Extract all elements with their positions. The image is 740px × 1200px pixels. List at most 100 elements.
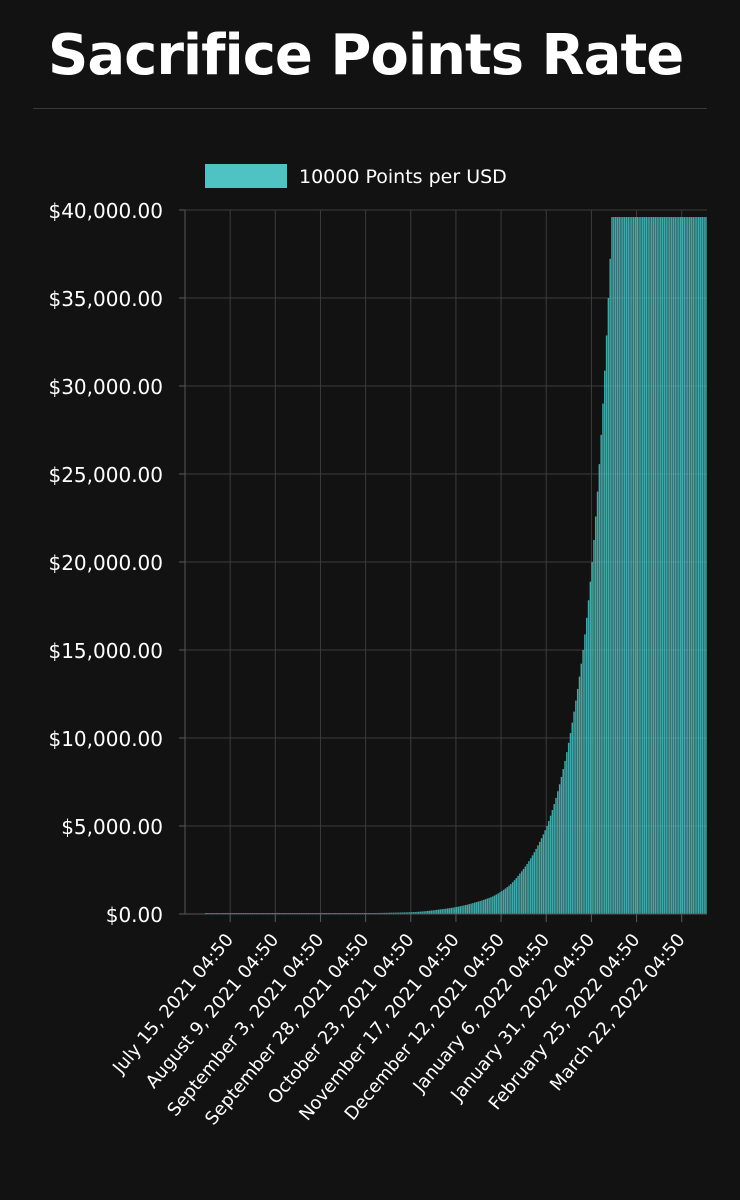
bar xyxy=(410,912,413,914)
bar xyxy=(692,217,695,915)
bar xyxy=(385,912,387,914)
bar xyxy=(484,899,487,914)
bar xyxy=(504,888,507,914)
bar xyxy=(674,217,676,915)
bar xyxy=(600,434,602,914)
bar xyxy=(685,217,687,915)
bar xyxy=(551,810,554,914)
bar xyxy=(667,217,669,915)
bar xyxy=(376,912,378,914)
bar xyxy=(571,722,573,914)
bar xyxy=(638,217,640,915)
bar xyxy=(544,830,546,914)
bar xyxy=(513,880,516,914)
bar xyxy=(387,912,389,914)
bar xyxy=(643,217,646,915)
bar xyxy=(501,891,503,914)
bar xyxy=(403,912,406,914)
bar xyxy=(669,217,671,915)
bar xyxy=(428,910,431,914)
bar xyxy=(394,912,396,914)
bar xyxy=(423,911,425,914)
bar xyxy=(425,911,427,914)
bar xyxy=(508,885,510,914)
bar xyxy=(640,217,642,915)
bar xyxy=(593,539,595,914)
y-tick-label: $30,000.00 xyxy=(48,375,163,399)
bar xyxy=(475,902,478,914)
bar xyxy=(661,217,664,915)
bar xyxy=(705,217,707,915)
bar xyxy=(699,217,702,915)
bar xyxy=(690,217,693,915)
bar xyxy=(461,905,463,914)
bar xyxy=(477,901,480,914)
bar xyxy=(651,217,653,915)
bar xyxy=(609,258,611,914)
bar xyxy=(380,912,382,914)
bar xyxy=(510,884,512,914)
bar xyxy=(566,752,568,914)
bar xyxy=(623,217,626,915)
bar xyxy=(502,889,505,914)
bar xyxy=(450,907,452,914)
bar xyxy=(549,815,552,914)
bar xyxy=(378,912,380,914)
bar xyxy=(654,217,657,915)
bar xyxy=(526,863,528,914)
bar xyxy=(390,912,393,914)
bar xyxy=(567,742,570,914)
y-tick-label: $5,000.00 xyxy=(61,815,163,839)
bar xyxy=(575,700,577,914)
bar xyxy=(499,892,501,914)
bar xyxy=(696,217,698,915)
bar xyxy=(607,298,610,914)
bar xyxy=(616,217,619,915)
page-title: Sacrifice Points Rate xyxy=(48,23,684,88)
bar xyxy=(434,910,436,914)
bar xyxy=(463,905,465,914)
bar xyxy=(488,897,490,914)
bar xyxy=(573,711,575,914)
bar xyxy=(441,909,443,914)
bar xyxy=(587,600,590,914)
bar xyxy=(542,834,545,914)
bar xyxy=(634,217,637,915)
bar xyxy=(383,912,386,914)
bar xyxy=(605,335,608,914)
bar xyxy=(537,845,539,914)
bar xyxy=(539,841,541,914)
bar xyxy=(683,217,685,915)
y-tick-label: $25,000.00 xyxy=(48,463,163,487)
bar-series xyxy=(204,217,707,915)
bar xyxy=(629,217,631,915)
bar xyxy=(687,217,689,915)
bar xyxy=(611,217,613,915)
bar xyxy=(436,909,438,914)
bar xyxy=(437,909,440,914)
bar xyxy=(618,217,620,915)
bar xyxy=(529,858,532,914)
bar xyxy=(672,217,675,915)
y-tick-label: $0.00 xyxy=(106,903,163,927)
bar xyxy=(562,769,564,914)
bar xyxy=(697,217,700,915)
bar xyxy=(419,911,422,914)
bar xyxy=(649,217,651,915)
bar xyxy=(598,464,601,914)
bar xyxy=(582,650,584,914)
bar xyxy=(560,776,563,914)
bar xyxy=(670,217,673,915)
bar xyxy=(524,866,527,914)
bar xyxy=(636,217,639,915)
bar xyxy=(647,217,649,915)
bar xyxy=(405,912,407,914)
bar xyxy=(658,217,660,915)
bar xyxy=(479,900,481,914)
bar xyxy=(694,217,696,915)
bar xyxy=(401,912,404,914)
bar xyxy=(584,634,586,914)
bar xyxy=(474,902,476,914)
bar xyxy=(492,896,494,914)
